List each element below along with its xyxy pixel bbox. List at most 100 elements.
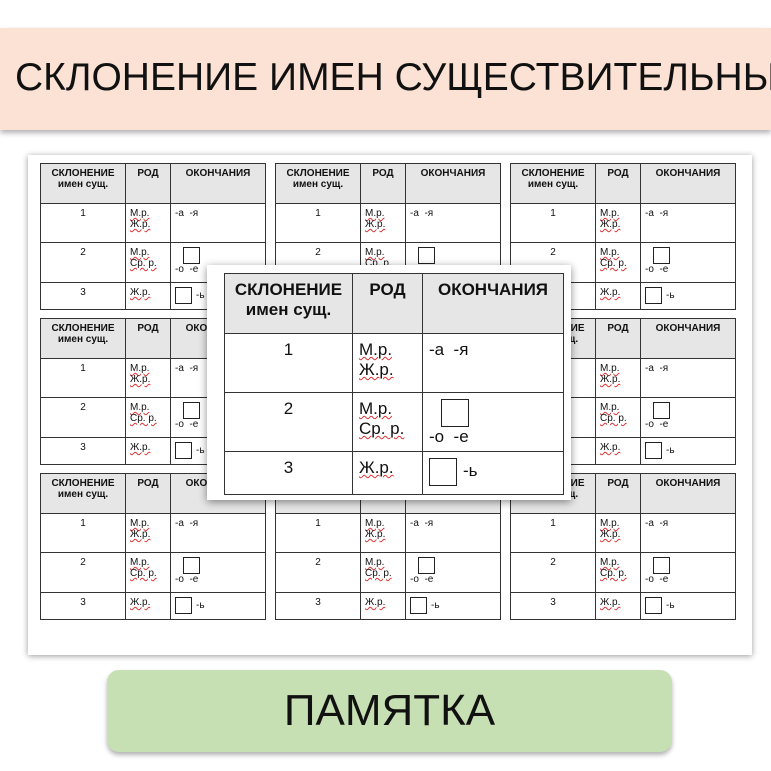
ending: -ь: [463, 461, 478, 481]
ending-cell: -о -е: [422, 392, 564, 452]
header-cell: РОД: [125, 163, 171, 204]
header-cell: ОКОНЧАНИЯ: [170, 163, 266, 204]
header-line: СКЛОНЕНИЕ: [51, 323, 115, 334]
header-cell: ОКОНЧАНИЯ: [405, 163, 501, 204]
number-cell: 2: [40, 552, 126, 593]
ending: -о -е: [645, 574, 669, 585]
header-cell: РОД: [595, 318, 641, 359]
ending: -о -е: [429, 427, 469, 446]
header-line: имен сущ.: [292, 179, 344, 190]
gender: Ж.р.: [130, 442, 151, 453]
header-cell: ОКОНЧАНИЯ: [422, 273, 564, 334]
gender: Ср. р.: [365, 568, 392, 579]
ending: -о -е: [410, 574, 434, 585]
ending: -а -я: [645, 363, 669, 374]
button[interactable]: ПАМЯТКА: [107, 670, 672, 752]
gender-cell: М.р.Ж.р.: [595, 513, 641, 553]
gender-cell: М.р.Ж.р.: [360, 513, 406, 553]
gender: Ср. р.: [600, 568, 627, 579]
header-line: РОД: [607, 323, 629, 334]
box-line: [175, 402, 265, 419]
gender: Ср. р.: [600, 413, 627, 424]
ending-cell: -а -я: [405, 513, 501, 553]
blank-box: [183, 247, 200, 264]
gender: Ср. р.: [365, 258, 392, 269]
blank-box: [418, 247, 435, 264]
gender-cell: М.р.Ж.р.: [125, 358, 171, 398]
header-cell: РОД: [125, 473, 171, 514]
gender: М.р.: [600, 402, 620, 413]
gender: Ж.р.: [130, 287, 151, 298]
header-cell: РОД: [360, 163, 406, 204]
gender: М.р.: [600, 247, 620, 258]
ending: -а -я: [410, 518, 434, 529]
gender: М.р.: [359, 399, 393, 418]
ending: -о -е: [175, 574, 199, 585]
number-cell: 3: [40, 592, 126, 620]
number-cell: 3: [510, 592, 596, 620]
gender-cell: Ж.р.: [595, 282, 641, 310]
gender: Ср. р.: [130, 258, 157, 269]
gender: Ж.р.: [359, 360, 394, 379]
header-cell: ОКОНЧАНИЯ: [640, 318, 736, 359]
box-line: [410, 557, 500, 574]
gender: М.р.: [359, 340, 393, 359]
number-cell: 3: [40, 437, 126, 465]
gender-cell: Ж.р.: [595, 592, 641, 620]
gender-cell: М.р.Ср. р.: [595, 397, 641, 438]
header-line: ОКОНЧАНИЯ: [437, 280, 549, 299]
header-cell: РОД: [125, 318, 171, 359]
gender-cell: Ж.р.: [125, 592, 171, 620]
gender: М.р.: [130, 518, 150, 529]
ending-cell: -ь: [170, 592, 266, 620]
gender: М.р.: [600, 208, 620, 219]
ending-cell: -о -е: [640, 397, 736, 438]
ending: -о -е: [645, 419, 669, 430]
blank-box: [175, 597, 192, 614]
number-cell: 2: [510, 552, 596, 593]
header-line: СКЛОНЕНИЕ: [286, 168, 350, 179]
gender: Ж.р.: [365, 219, 386, 230]
header-line: имен сущ.: [57, 334, 109, 345]
blank-box: [645, 597, 662, 614]
number-cell: 1: [224, 333, 353, 393]
ending-cell: -а -я: [405, 203, 501, 243]
gender-cell: М.р.Ср. р.: [352, 392, 423, 452]
header-cell: РОД: [595, 473, 641, 514]
gender-cell: М.р.Ср. р.: [595, 552, 641, 593]
ending-cell: -а -я: [170, 203, 266, 243]
blank-box: [418, 557, 435, 574]
gender-cell: М.р.Ж.р.: [360, 203, 406, 243]
header-line: РОД: [607, 168, 629, 179]
ending: -о -е: [175, 264, 199, 275]
box-line: [429, 399, 563, 427]
number-cell: 3: [40, 282, 126, 310]
ending-cell: -о -е: [640, 552, 736, 593]
header-line: РОД: [137, 478, 159, 489]
ending: -а -я: [175, 363, 199, 374]
blank-box: [653, 247, 670, 264]
number-cell: 2: [40, 242, 126, 283]
body: 1М.р.Ж.р.-а -я2М.р.Ср. р.-о -е3Ж.р.-ь: [510, 203, 736, 310]
header-cell: ОКОНЧАНИЯ: [640, 473, 736, 514]
row: 3 Ж.р. -ь: [510, 592, 736, 620]
blank-box: [645, 287, 662, 304]
number-cell: 1: [510, 203, 596, 243]
header-line: СКЛОНЕНИЕ: [51, 478, 115, 489]
gender: Ж.р.: [600, 374, 621, 385]
number-cell: 1: [275, 203, 361, 243]
gender: М.р.: [130, 363, 150, 374]
